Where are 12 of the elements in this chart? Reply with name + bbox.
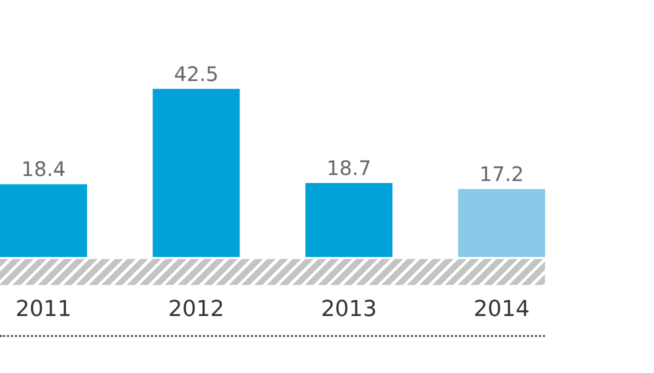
data-label: 18.4	[21, 157, 66, 182]
x-tick-label: 2012	[168, 297, 224, 322]
bar	[305, 183, 392, 257]
data-label: 42.5	[174, 62, 218, 86]
bar	[0, 184, 88, 257]
data-label: 17.2	[479, 162, 524, 186]
data-label: 18.7	[326, 156, 372, 180]
x-tick-label: 2013	[320, 297, 377, 322]
x-tick-label: 2014	[474, 297, 530, 322]
x-tick-label: 2011	[16, 297, 72, 322]
bar	[458, 188, 546, 257]
bar	[152, 88, 240, 257]
